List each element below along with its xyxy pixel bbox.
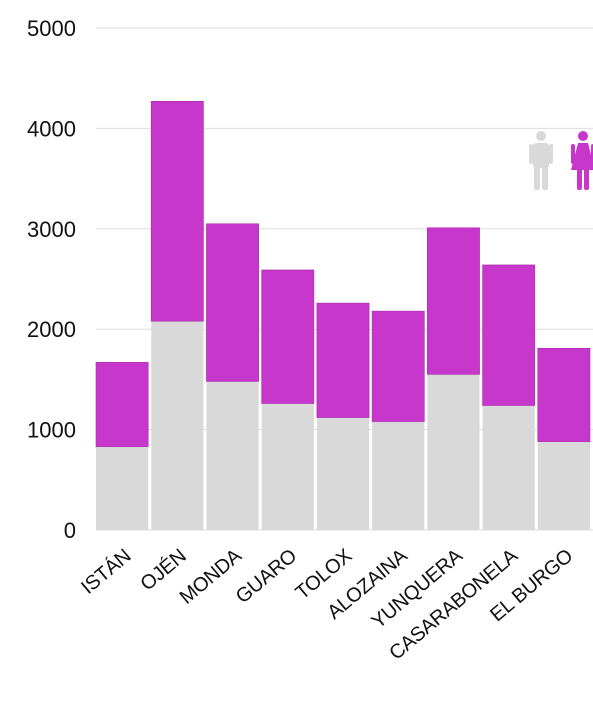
y-tick-label: 0: [64, 518, 76, 543]
bar-segment: [371, 310, 425, 422]
bar-segment: [482, 405, 535, 530]
bar-segment: [372, 421, 425, 530]
x-tick-label: GUARO: [232, 545, 301, 608]
y-tick-label: 2000: [27, 317, 76, 342]
y-tick-label: 5000: [27, 16, 76, 41]
bar-segment: [206, 223, 259, 382]
bar-segment: [427, 227, 480, 375]
bar-segment: [261, 269, 315, 404]
bar-segment: [537, 347, 591, 442]
bars: [95, 100, 591, 530]
bar-segment: [316, 417, 370, 530]
bar-segment: [151, 321, 204, 530]
bar-segment: [150, 100, 204, 322]
bar-segment: [261, 403, 314, 530]
bar-segment: [427, 374, 480, 530]
legend: [529, 131, 593, 190]
woman-icon: [571, 131, 593, 190]
bar-segment: [316, 302, 370, 418]
bar-segment: [95, 362, 149, 447]
bar-segment: [537, 441, 590, 530]
x-tick-label: ISTÁN: [77, 544, 136, 599]
x-tick-label: MONDA: [176, 544, 247, 608]
x-axis-labels: ISTÁN OJÉNMONDAGUAROTOLOXALOZAINAYUNQUERA…: [77, 544, 578, 664]
bar-segment: [96, 446, 149, 530]
y-tick-label: 3000: [27, 217, 76, 242]
man-icon: [529, 131, 553, 190]
y-tick-label: 1000: [27, 418, 76, 443]
y-tick-label: 4000: [27, 116, 76, 141]
bar-segment: [482, 264, 536, 406]
bar-segment: [206, 381, 259, 530]
y-axis-ticks: 0 1000 2000 3000 4000 5000: [27, 16, 76, 543]
